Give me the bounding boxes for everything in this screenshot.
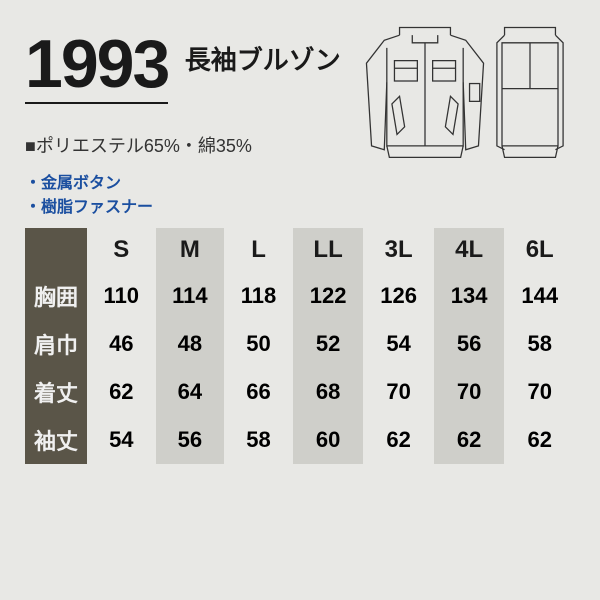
size-header-cell: M bbox=[156, 228, 225, 272]
table-row: 胸囲110114118122126134144 bbox=[25, 272, 575, 320]
size-cell: 118 bbox=[224, 272, 293, 320]
size-header-cell: 6L bbox=[504, 228, 575, 272]
size-cell: 70 bbox=[504, 368, 575, 416]
size-cell: 54 bbox=[87, 416, 156, 464]
size-cell: 70 bbox=[434, 368, 505, 416]
size-cell: 56 bbox=[434, 320, 505, 368]
size-header-row: SMLLL3L4L6L bbox=[25, 228, 575, 272]
size-cell: 68 bbox=[293, 368, 364, 416]
size-cell: 56 bbox=[156, 416, 225, 464]
size-cell: 122 bbox=[293, 272, 364, 320]
size-cell: 58 bbox=[504, 320, 575, 368]
size-cell: 52 bbox=[293, 320, 364, 368]
size-cell: 114 bbox=[156, 272, 225, 320]
size-header-cell: 3L bbox=[363, 228, 434, 272]
size-cell: 62 bbox=[434, 416, 505, 464]
table-row: 袖丈54565860626262 bbox=[25, 416, 575, 464]
feature-item: 樹脂ファスナー bbox=[25, 196, 575, 220]
size-cell: 46 bbox=[87, 320, 156, 368]
size-table: SMLLL3L4L6L 胸囲110114118122126134144肩巾464… bbox=[25, 228, 575, 464]
row-label-cell: 袖丈 bbox=[25, 416, 87, 464]
row-label-cell: 着丈 bbox=[25, 368, 87, 416]
size-header-cell: S bbox=[87, 228, 156, 272]
size-cell: 54 bbox=[363, 320, 434, 368]
size-cell: 134 bbox=[434, 272, 505, 320]
size-table-body: 胸囲110114118122126134144肩巾46485052545658着… bbox=[25, 272, 575, 464]
product-title: 長袖ブルゾン bbox=[185, 40, 341, 77]
size-cell: 60 bbox=[293, 416, 364, 464]
size-cell: 64 bbox=[156, 368, 225, 416]
feature-list: 金属ボタン 樹脂ファスナー bbox=[25, 172, 575, 220]
size-cell: 126 bbox=[363, 272, 434, 320]
row-label-cell: 肩巾 bbox=[25, 320, 87, 368]
table-row: 着丈62646668707070 bbox=[25, 368, 575, 416]
feature-item: 金属ボタン bbox=[25, 172, 575, 196]
size-cell: 62 bbox=[504, 416, 575, 464]
size-cell: 62 bbox=[363, 416, 434, 464]
size-cell: 58 bbox=[224, 416, 293, 464]
size-cell: 62 bbox=[87, 368, 156, 416]
size-header-cell: L bbox=[224, 228, 293, 272]
jacket-line-drawing bbox=[360, 25, 570, 165]
size-cell: 50 bbox=[224, 320, 293, 368]
size-header-cell: 4L bbox=[434, 228, 505, 272]
product-number: 1993 bbox=[25, 30, 168, 104]
size-header-cell: LL bbox=[293, 228, 364, 272]
size-cell: 66 bbox=[224, 368, 293, 416]
size-cell: 110 bbox=[87, 272, 156, 320]
table-row: 肩巾46485052545658 bbox=[25, 320, 575, 368]
size-cell: 48 bbox=[156, 320, 225, 368]
row-label-cell: 胸囲 bbox=[25, 272, 87, 320]
product-header: 1993 長袖ブルゾン ■ポリエステル65%・ bbox=[25, 30, 575, 210]
size-header-blank bbox=[25, 228, 87, 272]
size-cell: 144 bbox=[504, 272, 575, 320]
size-cell: 70 bbox=[363, 368, 434, 416]
